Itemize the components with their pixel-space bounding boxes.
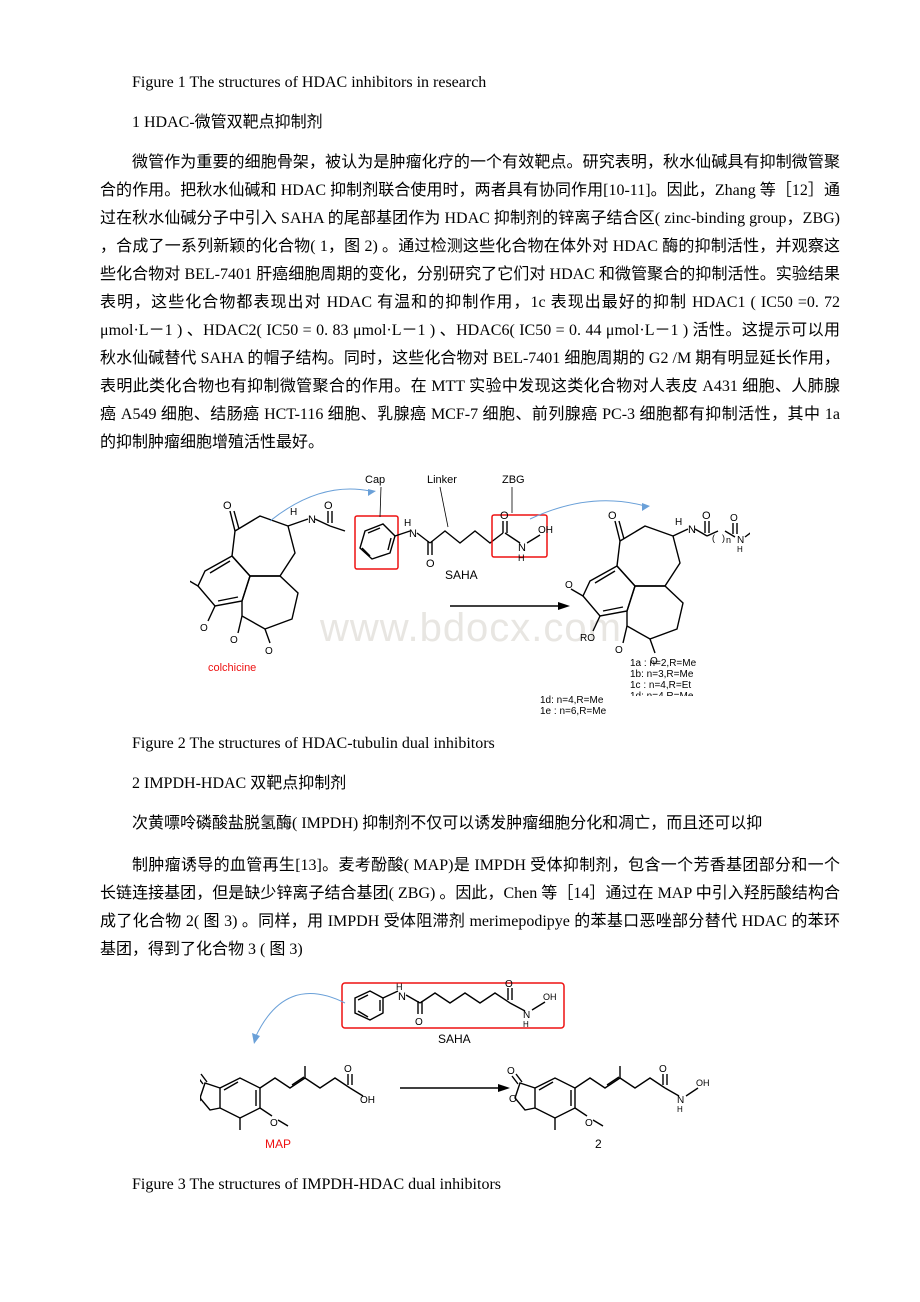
svg-text:N: N [409,528,417,540]
svg-text:n: n [726,535,731,545]
svg-text:OH: OH [543,992,557,1002]
linker-label: Linker [427,474,457,486]
svg-text:N: N [688,524,696,536]
svg-text:O: O [230,635,238,646]
svg-text:N: N [398,991,406,1003]
section2-title: 2 IMPDH-HDAC 双靶点抑制剂 [100,771,840,797]
svg-text:O: O [200,623,208,634]
svg-text:O: O [270,1118,278,1129]
product-1c: 1c : n=4,R=Et [630,680,691,691]
watermark-text: www.bdocx.com [319,606,622,650]
svg-text:OH: OH [538,525,553,536]
svg-text:O: O [509,1094,517,1105]
compound2-label: 2 [595,1137,602,1151]
svg-text:H: H [523,1020,529,1029]
svg-text:H: H [737,545,743,554]
svg-text:RO: RO [580,633,595,644]
svg-text:H: H [290,507,297,518]
svg-text:O: O [426,558,435,570]
product-1b: 1b: n=3,R=Me [630,669,694,680]
saha-label: SAHA [445,568,478,582]
svg-text:H: H [677,1105,683,1114]
product-1e: 1e : n=6,R=Me [540,706,840,717]
product-structure: O H N O ( ) n O N H O [565,510,750,667]
compound2-structure: O O O O N H OH [507,1064,710,1130]
svg-text:O: O [223,500,232,512]
figure2: www.bdocx.com Cap Linker ZBG O [100,471,840,717]
saha-structure: H N O O N H [355,487,553,570]
svg-text:O: O [565,580,573,591]
svg-text:OH: OH [360,1095,375,1106]
paragraph-2: 次黄嘌呤磷酸盐脱氢酶( IMPDH) 抑制剂不仅可以诱发肿瘤细胞分化和凋亡，而且… [100,810,840,838]
svg-text:OH: OH [696,1078,710,1088]
svg-text:O: O [265,646,273,657]
svg-text:(: ( [712,533,715,543]
svg-text:O: O [659,1064,667,1075]
map-structure: O O O O OH [200,1064,375,1130]
saha-structure-fig3: H N O O N H OH [342,979,564,1029]
map-label: MAP [265,1137,291,1151]
svg-text:O: O [415,1017,423,1028]
cap-label: Cap [365,474,385,486]
product-1d-out: 1d: n=4,R=Me [540,695,840,706]
svg-text:O: O [324,500,333,512]
svg-text:O: O [585,1118,593,1129]
figure2-caption: Figure 2 The structures of HDAC-tubulin … [100,731,840,757]
svg-text:O: O [702,510,711,522]
svg-text:O: O [730,513,738,524]
figure1-caption: Figure 1 The structures of HDAC inhibito… [100,70,840,96]
svg-text:O: O [500,510,509,522]
paragraph-3: 制肿瘤诱导的血管再生[13]。麦考酚酸( MAP)是 IMPDH 受体抑制剂，包… [100,852,840,964]
svg-text:O: O [200,1094,202,1105]
section1-title: 1 HDAC-微管双靶点抑制剂 [100,110,840,136]
svg-text:O: O [344,1064,352,1075]
svg-text:H: H [675,517,682,528]
svg-text:): ) [722,533,725,543]
figure3: H N O O N H OH SAHA [100,978,840,1158]
product-1d: 1d: n=4,R=Me [630,691,694,696]
svg-text:O: O [505,979,513,990]
svg-text:O: O [615,645,623,656]
colchicine-label: colchicine [208,662,256,674]
zbg-label: ZBG [502,474,525,486]
svg-text:N: N [308,514,316,526]
svg-text:H: H [518,553,525,563]
figure3-caption: Figure 3 The structures of IMPDH-HDAC du… [100,1172,840,1198]
saha-label-fig3: SAHA [438,1032,471,1046]
paragraph-1: 微管作为重要的细胞骨架，被认为是肿瘤化疗的一个有效靶点。研究表明，秋水仙碱具有抑… [100,149,840,457]
svg-text:O: O [507,1066,515,1077]
svg-text:O: O [608,510,617,522]
product-1a: 1a : n=2,R=Me [630,658,697,669]
